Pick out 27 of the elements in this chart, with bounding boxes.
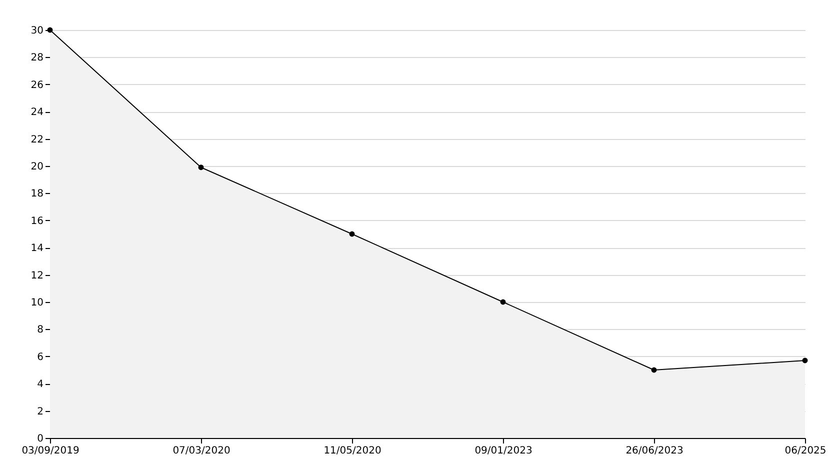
y-tick-label: 2 [37, 406, 44, 418]
y-tick-label: 22 [30, 134, 44, 146]
y-tick-label: 14 [30, 243, 44, 254]
y-tick-label: 12 [30, 270, 44, 282]
y-tick-label: 20 [30, 162, 44, 172]
x-tick-label: 11/05/2020 [324, 446, 382, 456]
x-tick-label: 26/06/2023 [626, 446, 684, 456]
x-tick-label: 07/03/2020 [172, 446, 230, 456]
point [500, 299, 506, 305]
y-tick-label: 6 [37, 352, 44, 363]
point [802, 358, 808, 364]
y-tick-label: 8 [37, 324, 44, 336]
y-tick-label: 26 [30, 80, 44, 91]
y-tick-label: 10 [30, 298, 44, 308]
y-tick-label: 16 [30, 216, 44, 227]
x-tick-label: 09/01/2023 [474, 446, 532, 456]
x-tick-label: 03/09/2019 [22, 446, 80, 456]
point [198, 164, 204, 170]
y-tick-label: 30 [30, 26, 44, 36]
y-tick-label: 0 [37, 434, 44, 444]
x-tick-label: 06/2025 [784, 446, 826, 456]
y-tick-label: 4 [37, 379, 44, 390]
y-tick-label: 28 [30, 52, 44, 64]
y-tick-label: 18 [30, 188, 44, 200]
point [349, 231, 355, 237]
y-tick-label: 24 [30, 107, 44, 118]
point [651, 367, 657, 373]
